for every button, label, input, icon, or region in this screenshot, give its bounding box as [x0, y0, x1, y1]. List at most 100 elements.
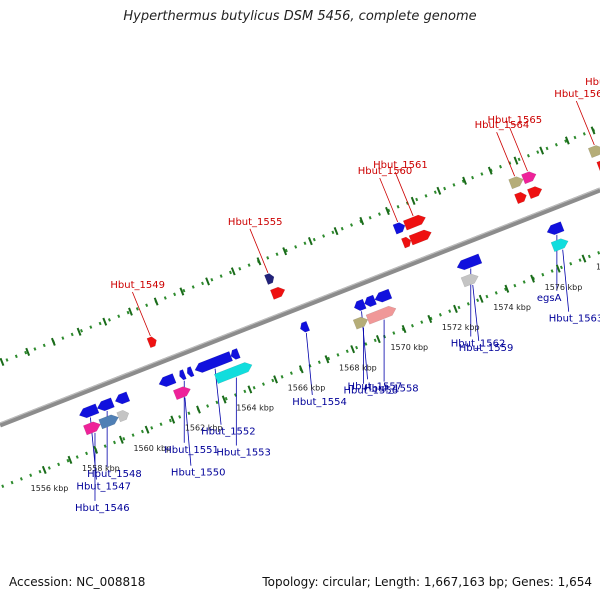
gene-label: Hbut_1546	[75, 503, 130, 514]
gene-arrow	[264, 273, 275, 285]
scale-tick	[273, 375, 278, 384]
genes	[78, 145, 600, 436]
gene-arrow	[98, 414, 119, 430]
gene-arrow	[230, 348, 241, 360]
gene-arrow	[269, 286, 286, 300]
gene-arrow	[300, 320, 311, 333]
gene-label: Hbut_1554	[292, 397, 347, 408]
scale-tick	[427, 314, 433, 324]
scale-tick	[590, 126, 596, 135]
scale-tick	[513, 156, 519, 165]
topology-text: Topology: circular; Length: 1,667,163 bp…	[262, 575, 592, 589]
scale-tick	[170, 415, 176, 424]
gene-arrow	[114, 391, 131, 405]
scale-tick	[487, 166, 493, 175]
gene-labels: Hbut_1546 Hbut_1547 Hbut_1548 Hbut_1550 Hbut…	[75, 77, 600, 514]
gene-arrow	[213, 362, 253, 385]
label-leader	[249, 228, 269, 273]
label-leader	[379, 177, 399, 223]
scale-tick	[298, 365, 304, 374]
label-leader	[509, 126, 528, 172]
gene-arrow	[146, 336, 157, 349]
scale-tick	[401, 324, 407, 334]
scale-tick	[324, 355, 330, 364]
scale-tick	[128, 307, 133, 316]
gene-arrow	[392, 222, 406, 235]
scale-tick	[205, 277, 210, 286]
gene-label: Hbut_1563	[549, 314, 600, 325]
scale-tick	[359, 216, 365, 226]
gene-label: Hbut_1553	[216, 448, 271, 459]
gene-label: Hbut_1548	[87, 469, 142, 480]
gene-label: Hbut_1561	[373, 160, 428, 171]
scale-tick	[50, 337, 56, 346]
gene-label: Hbut_1562	[451, 339, 506, 350]
gene-arrow	[521, 171, 537, 185]
gene-label: Hbut_1567	[554, 89, 600, 100]
gene-arrow	[400, 236, 412, 249]
scale-tick	[247, 385, 253, 394]
genome-backbone	[0, 187, 600, 428]
scale-label: 1572 kbp	[442, 323, 480, 332]
scale-tick	[539, 146, 545, 155]
label-leader	[184, 397, 192, 466]
scale-tick	[307, 237, 313, 246]
scale-label: 1566 kbp	[288, 383, 326, 392]
gene-arrow	[402, 214, 426, 231]
gene-arrow	[186, 366, 195, 378]
scale-label: 1564 kbp	[236, 404, 274, 413]
scale-tick	[436, 186, 442, 195]
gene-arrow	[179, 369, 187, 381]
scale-tick	[350, 345, 356, 354]
scale-tick	[530, 274, 535, 283]
scale-tick	[478, 294, 484, 303]
scale-tick	[230, 267, 236, 276]
gene-label: Hbut_1560	[358, 166, 413, 177]
scale-tick	[333, 226, 339, 236]
scale-tick	[462, 176, 467, 185]
label-leader	[132, 291, 151, 337]
scale-label: 1556 kbp	[31, 484, 69, 493]
backbone-highlight	[0, 187, 600, 424]
gene-arrow	[365, 305, 397, 325]
gene-arrow	[374, 288, 393, 303]
gene-arrow	[352, 316, 369, 330]
gene-arrow	[364, 294, 377, 308]
scale-tick	[256, 257, 262, 266]
scale-tick	[504, 284, 510, 293]
label-leader	[305, 332, 313, 395]
dotted-guides	[0, 126, 600, 489]
accession-text: Accession: NC_008818	[9, 575, 146, 589]
gene-arrow	[78, 403, 100, 419]
gene-arrow	[546, 221, 565, 235]
scale-tick	[196, 405, 201, 414]
gene-label: Hbut_1559	[459, 343, 514, 354]
gene-label: Hbut_1551	[164, 445, 219, 456]
gene-label: Hbut_1549	[110, 280, 165, 291]
gene-arrow	[96, 397, 115, 412]
gene-label: Hbut_1550	[171, 468, 226, 479]
scale-tick	[282, 247, 288, 256]
gene-arrow	[158, 373, 177, 387]
scale-tick	[581, 254, 587, 263]
scale-tick	[41, 465, 47, 475]
scale-label: 1568 kbp	[339, 363, 377, 372]
label-leader	[394, 171, 414, 217]
label-leader	[496, 132, 516, 177]
scale-tick	[179, 287, 185, 296]
scale-label: 1560 kbp	[133, 444, 171, 453]
gene-arrow	[82, 421, 101, 436]
gene-arrow	[508, 176, 524, 190]
gene-arrow	[550, 238, 569, 253]
gene-label: Hbut_1555	[228, 217, 283, 228]
gene-arrow	[408, 229, 432, 246]
scale-tick	[375, 335, 381, 344]
gene-arrow	[172, 386, 191, 401]
gene-label: Hbut_1557	[348, 381, 403, 392]
minus-strand-guide	[0, 250, 600, 489]
gene-label: Hbut_1564	[475, 120, 530, 131]
gene-arrow	[353, 298, 367, 312]
scale-label: 1574 kbp	[493, 303, 531, 312]
